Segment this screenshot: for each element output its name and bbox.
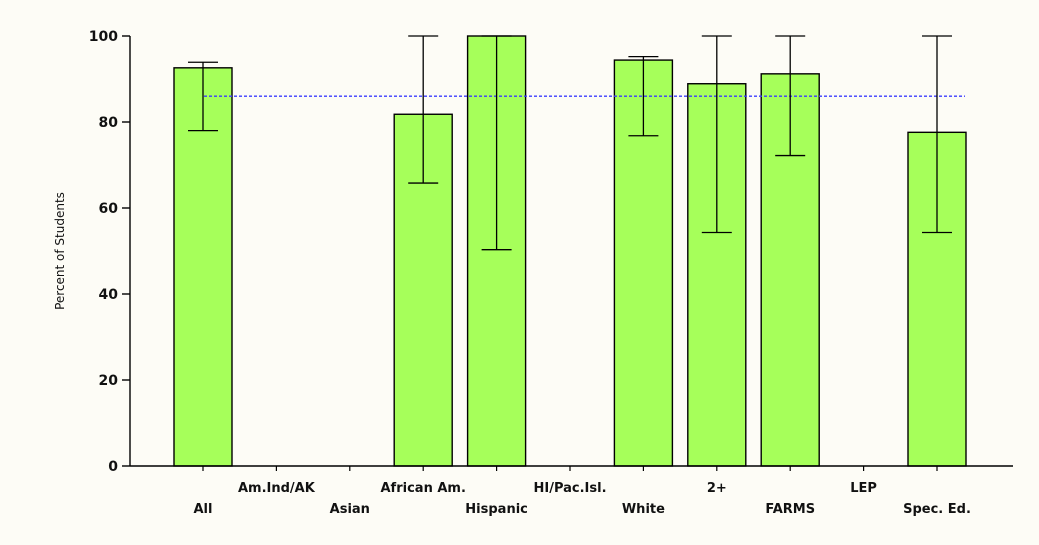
y-tick-label: 0 [108,459,118,475]
axes-layer: 0 20 40 60 80 100 All Am.Ind/AK Asian African Am.… [89,29,1013,517]
x-tick-label: African Am. [381,481,466,496]
error-bar [188,61,218,132]
error-bars-layer [188,35,952,251]
error-bar [481,35,512,251]
y-axis-title: Percent of Students [53,192,67,310]
y-tick-label: 80 [99,115,119,131]
x-tick-label: Hispanic [465,502,528,517]
error-bar [701,35,732,234]
y-tick-label: 100 [89,29,118,45]
y-tick-label: 40 [99,287,119,303]
x-tick-label: HI/Pac.Isl. [533,481,606,496]
error-bar [408,35,439,184]
error-bar [922,35,952,234]
bars-layer [173,35,967,467]
x-tick-label: LEP [850,481,877,496]
x-tick-label: All [194,502,213,517]
x-tick-label: Spec. Ed. [903,502,971,517]
y-tick-label: 60 [99,201,119,217]
x-tick-label: Asian [330,502,370,517]
x-tick-label: FARMS [765,502,815,517]
x-tick-label: Am.Ind/AK [238,481,316,496]
x-tick-label: White [622,502,665,517]
error-bar [628,55,659,137]
bar-all [173,67,233,467]
error-bar [775,35,806,157]
x-tick-label: 2+ [707,481,727,496]
y-tick-label: 20 [99,373,119,389]
